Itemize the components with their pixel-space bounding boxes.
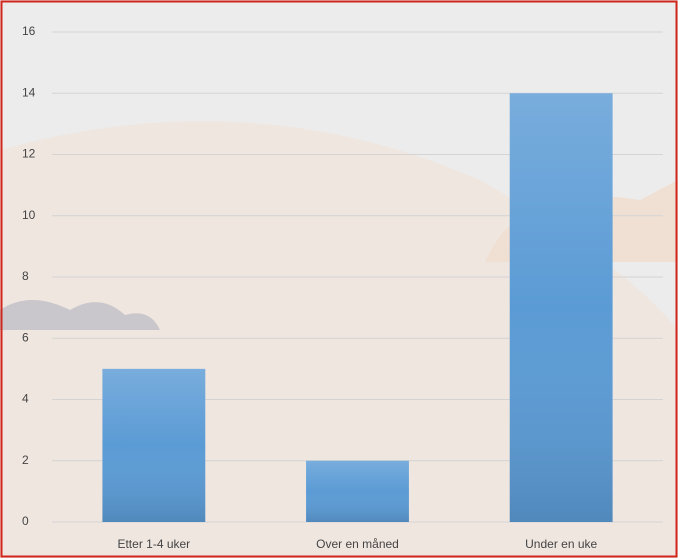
- bar: [509, 93, 613, 522]
- x-tick-label: Etter 1-4 uker: [117, 537, 190, 551]
- y-tick-label: 10: [22, 208, 36, 222]
- y-tick-label: 8: [22, 269, 29, 283]
- bar: [102, 368, 206, 522]
- y-tick-label: 2: [22, 453, 29, 467]
- y-tick-label: 6: [22, 330, 29, 344]
- y-tick-label: 14: [22, 85, 36, 99]
- y-tick-label: 4: [22, 392, 29, 406]
- bar: [306, 460, 409, 522]
- x-tick-label: Over en måned: [316, 537, 399, 551]
- y-tick-label: 0: [22, 514, 29, 528]
- y-tick-label: 12: [22, 147, 36, 161]
- y-tick-label: 16: [22, 24, 36, 38]
- decor-cloud: [0, 300, 160, 330]
- x-tick-label: Under en uke: [525, 537, 597, 551]
